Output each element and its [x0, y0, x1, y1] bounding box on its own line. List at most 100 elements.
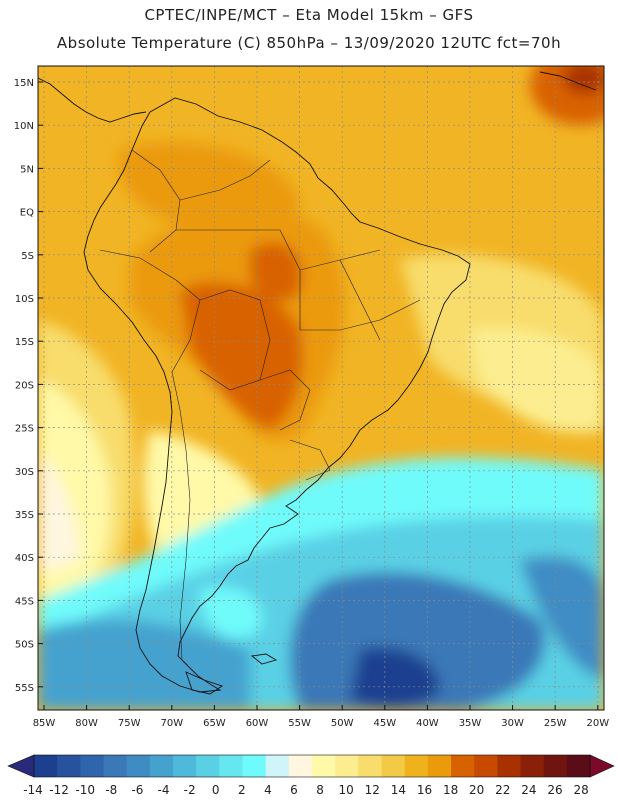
- field-hot-amazon: [250, 242, 302, 301]
- colorbar-swatch: [335, 755, 359, 777]
- lat-label: 5S: [21, 251, 34, 262]
- field-cyan-patagonia: [200, 587, 262, 638]
- colorbar-low-arrow: [7, 754, 35, 778]
- colorbar-swatch: [149, 755, 174, 777]
- colorbar-swatch: [427, 755, 452, 777]
- colorbar-swatch: [312, 755, 336, 777]
- longitude-labels: 85W 80W 75W 70W 65W 60W 55W 50W 45W 40W 35W 30W 25W 2…: [33, 705, 609, 729]
- colorbar-tick-label: -2: [184, 783, 196, 797]
- lon-label: 65W: [203, 718, 226, 729]
- colorbar-swatch: [196, 755, 220, 777]
- colorbar-swatch: [80, 755, 104, 777]
- lat-lon-grid: [38, 66, 604, 710]
- lon-label: 25W: [544, 718, 567, 729]
- field-hot-core: [180, 282, 303, 430]
- lat-label: 10N: [14, 121, 34, 132]
- colorbar-swatch: [497, 755, 521, 777]
- colorbar-tick-label: -10: [75, 783, 95, 797]
- coastlines: [38, 71, 597, 695]
- lat-label: 50S: [15, 640, 34, 651]
- lon-label: 50W: [331, 718, 354, 729]
- field-blue-southwest: [38, 619, 250, 710]
- field-light-yellow-atlantic: [470, 328, 604, 433]
- colorbar-tick-label: 6: [290, 783, 298, 797]
- colorbar-tick-label: 28: [573, 783, 588, 797]
- field-blue-south: [290, 572, 546, 710]
- lat-label: 40S: [15, 553, 34, 564]
- lon-label: 30W: [501, 718, 524, 729]
- colorbar-tick-label: 16: [417, 783, 432, 797]
- map-title-model: CPTEC/INPE/MCT – Eta Model 15km – GFS: [144, 6, 474, 24]
- border-brazil-states: [299, 249, 421, 341]
- colorbar-swatch: [381, 755, 405, 777]
- colorbar-tick-label: 12: [365, 783, 380, 797]
- lon-label: 55W: [288, 718, 311, 729]
- field-blue-southeast: [520, 556, 604, 680]
- lat-label: EQ: [20, 208, 34, 219]
- colorbar-swatch: [265, 755, 290, 777]
- border-argentina-chile: [171, 371, 191, 661]
- field-orange-north: [118, 142, 300, 234]
- country-borders: [99, 149, 421, 661]
- lon-label: 20W: [586, 718, 609, 729]
- border-bolivia: [199, 289, 271, 391]
- colorbar-tick-label: -14: [23, 783, 43, 797]
- border-paraguay: [259, 369, 311, 431]
- coastline-tierra-del-fuego: [185, 671, 224, 695]
- lat-label: 5N: [20, 164, 34, 175]
- colorbar-tick-label: 26: [547, 783, 562, 797]
- colorbar-tick-label: -4: [158, 783, 170, 797]
- coastline-falklands: [250, 653, 278, 665]
- lon-label: 70W: [160, 718, 183, 729]
- colorbar-swatch: [474, 755, 498, 777]
- colorbar-tick-label: 10: [339, 783, 354, 797]
- colorbar-tick-label: 20: [469, 783, 484, 797]
- colorbar-swatch: [288, 755, 313, 777]
- colorbar-swatch: [520, 755, 544, 777]
- field-deep-blue-core: [350, 647, 440, 708]
- border-venezuela: [179, 159, 271, 201]
- map-title-field: Absolute Temperature (C) 850hPa – 13/09/…: [56, 34, 562, 52]
- colorbar-swatch: [219, 755, 243, 777]
- colorbar-tick-label: 2: [238, 783, 246, 797]
- field-very-hot-northeast: [563, 66, 604, 94]
- colorbar-labels: -14 -12 -10 -8 -6 -4 -2 0 2 4 6 8 10 12 14 16 18 20 22 24 26…: [23, 783, 589, 797]
- colorbar-outline: [33, 754, 591, 778]
- colorbar-tick-label: -8: [105, 783, 117, 797]
- lat-label: 15S: [15, 337, 34, 348]
- colorbar-tick-label: 0: [212, 783, 220, 797]
- colorbar-swatch: [566, 755, 591, 777]
- lat-label: 35S: [15, 510, 34, 521]
- colorbar-swatch: [543, 755, 568, 777]
- border-peru: [99, 249, 201, 373]
- colorbar-tick-label: -12: [49, 783, 69, 797]
- colorbar-swatch: [358, 755, 382, 777]
- lon-label: 45W: [373, 718, 396, 729]
- colorbar-tick-label: 8: [316, 783, 324, 797]
- border-brazil-west: [176, 229, 301, 330]
- colorbar: [7, 754, 615, 778]
- coastline-central-america: [38, 77, 147, 123]
- colorbar-tick-label: 18: [443, 783, 458, 797]
- lat-label: 55S: [15, 683, 34, 694]
- colorbar-tick-label: 14: [391, 783, 406, 797]
- coastline-caribbean: [539, 71, 597, 91]
- colorbar-swatch: [173, 755, 197, 777]
- lon-label: 75W: [118, 718, 141, 729]
- lon-label: 40W: [416, 718, 439, 729]
- colorbar-tick-label: 4: [264, 783, 272, 797]
- colorbar-swatch: [34, 755, 58, 777]
- field-cream-pacific: [38, 450, 80, 575]
- colorbar-high-arrow: [589, 754, 615, 778]
- lon-label: 35W: [459, 718, 482, 729]
- lat-label: 30S: [15, 467, 34, 478]
- lat-label: 20S: [15, 380, 34, 391]
- latitude-labels: 15N 10N 5N EQ 5S 10S 15S 20S 25S 30S 35S 40S 45S 50S 5…: [14, 78, 43, 694]
- colorbar-tick-label: -6: [131, 783, 143, 797]
- coastline-south-america: [83, 97, 471, 693]
- map-frame: [37, 65, 605, 711]
- colorbar-tick-label: 22: [495, 783, 510, 797]
- lon-label: 60W: [246, 718, 269, 729]
- colorbar-swatch: [242, 755, 266, 777]
